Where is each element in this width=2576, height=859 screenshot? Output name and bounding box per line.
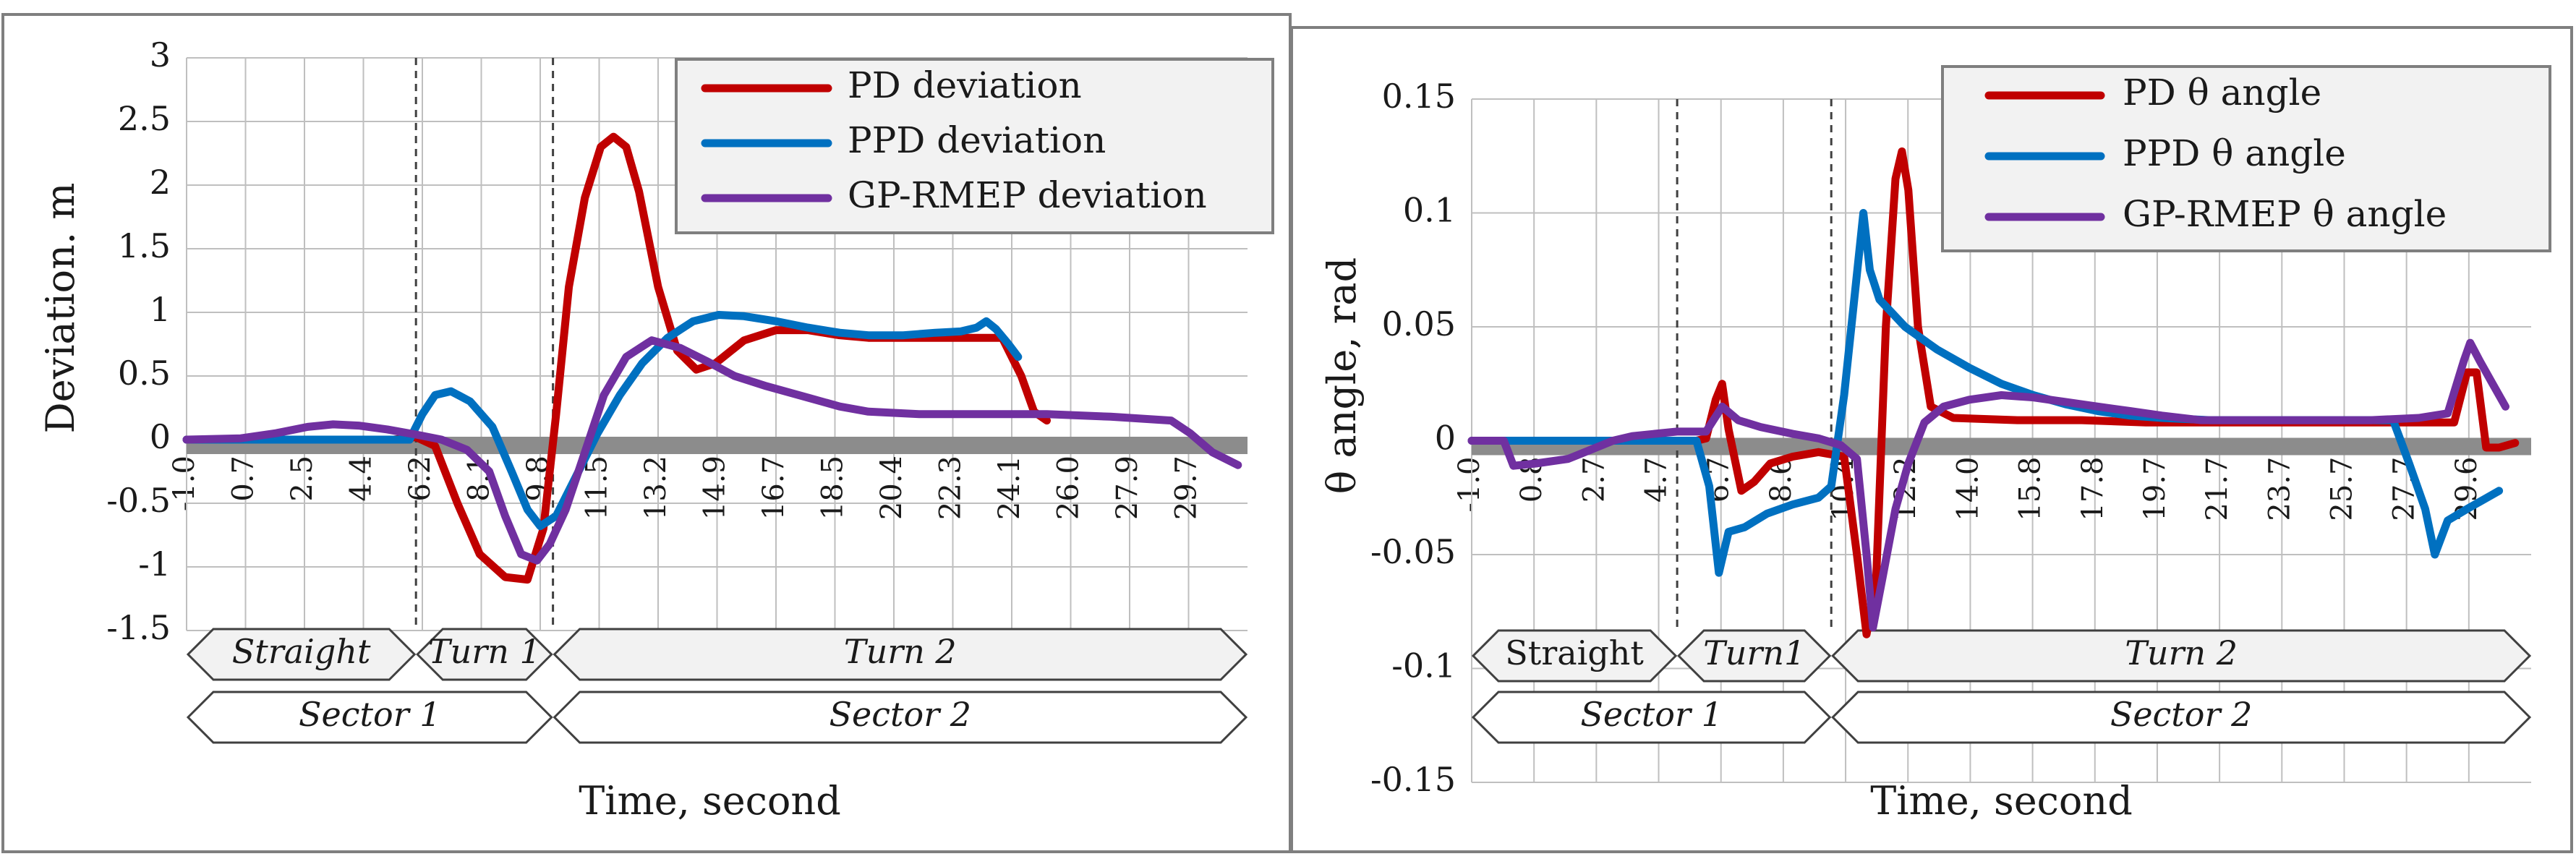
y-tick-label: -0.1 <box>1391 646 1456 685</box>
x-tick-label: -1.0 <box>1453 457 1486 513</box>
x-tick-label: -1.0 <box>168 456 201 511</box>
sector-chevron <box>1471 691 1832 744</box>
y-tick-label: -1 <box>138 544 171 584</box>
series-line <box>182 311 1023 531</box>
x-axis-title: Time, second <box>579 778 841 824</box>
y-tick-label: 0 <box>150 417 171 456</box>
phase-chevron <box>1471 629 1678 683</box>
x-tick-label: 26.0 <box>1052 456 1086 520</box>
y-tick-label: 1 <box>150 290 171 329</box>
series-line <box>1467 338 2509 632</box>
y-tick-label: -0.15 <box>1370 760 1456 799</box>
phase-label: Turn 2 <box>844 632 957 671</box>
x-tick-label: 21.7 <box>2201 457 2234 521</box>
y-tick-label: 0 <box>1435 419 1456 458</box>
x-tick-label: 14.9 <box>699 456 732 520</box>
phase-label: Turn1 <box>1703 633 1805 672</box>
x-tick-label: 11.5 <box>581 456 614 520</box>
legend-label: PD θ angle <box>2123 72 2321 114</box>
x-tick-label: 22.3 <box>934 456 968 520</box>
sector-label: Sector 1 <box>299 695 441 734</box>
y-axis-title: Deviation. m <box>38 182 83 433</box>
x-tick-label: 4.4 <box>345 456 378 502</box>
sector-chevron <box>1831 691 2532 744</box>
y-tick-label: 2.5 <box>118 99 171 138</box>
sector-label: Sector 2 <box>2110 695 2253 734</box>
phase-chevron <box>186 628 417 681</box>
x-tick-label: 20.4 <box>875 456 908 520</box>
legend-label: PPD θ angle <box>2123 132 2346 174</box>
phase-chevron <box>1831 629 2532 683</box>
legend-label: PPD deviation <box>848 119 1106 161</box>
x-tick-label: 2.5 <box>286 456 319 502</box>
y-tick-label: 0.15 <box>1382 77 1456 116</box>
x-tick-label: 25.7 <box>2325 457 2358 521</box>
x-tick-label: 13.2 <box>639 456 673 520</box>
series-line <box>182 336 1242 565</box>
phase-label: Straight <box>1505 633 1644 672</box>
sector-label: Sector 2 <box>829 695 972 734</box>
x-tick-label: 0.7 <box>227 456 260 502</box>
series-line <box>1467 147 2520 638</box>
legend-label: PD deviation <box>848 64 1082 106</box>
y-tick-label: -0.5 <box>106 481 171 520</box>
x-tick-label: 6.2 <box>404 456 437 502</box>
y-tick-label: 0.5 <box>118 354 171 393</box>
x-tick-label: 17.8 <box>2076 457 2110 521</box>
x-tick-label: 2.7 <box>1577 457 1611 503</box>
x-tick-label: 23.7 <box>2263 457 2296 521</box>
x-tick-label: 29.7 <box>1170 456 1203 520</box>
y-axis-title: θ angle, rad <box>1319 257 1365 494</box>
phase-chevron <box>416 628 553 681</box>
x-axis-title: Time, second <box>1870 778 2133 824</box>
y-tick-label: -1.5 <box>106 608 171 647</box>
x-tick-label: 19.7 <box>2138 457 2172 521</box>
y-tick-label: 0.05 <box>1382 304 1456 343</box>
x-tick-label: 16.7 <box>757 456 790 520</box>
y-tick-label: 3 <box>150 35 171 74</box>
phase-chevron <box>553 628 1248 681</box>
series-line <box>182 132 1051 584</box>
y-tick-label: 1.5 <box>118 226 171 265</box>
x-tick-label: 14.0 <box>1951 457 1984 521</box>
legend-label: GP-RMEP θ angle <box>2123 193 2447 235</box>
y-tick-label: 0.1 <box>1403 191 1456 230</box>
sector-chevron <box>186 691 553 744</box>
deviation-chart: 32.521.510.50-0.5-1-1.5-1.0 0.7 2.5 4.4 6.2 8… <box>38 35 1274 824</box>
sector-label: Sector 1 <box>1580 695 1723 734</box>
phase-label: Straight <box>232 632 371 671</box>
sector-chevron <box>553 691 1248 744</box>
y-tick-label: -0.05 <box>1370 532 1456 571</box>
x-tick-label: 4.7 <box>1640 457 1673 503</box>
phase-label: Turn 2 <box>2125 633 2238 672</box>
series-line <box>1467 209 2504 577</box>
legend-label: GP-RMEP deviation <box>848 174 1207 216</box>
x-tick-label: 27.9 <box>1111 456 1144 520</box>
x-tick-label: 18.5 <box>816 456 850 520</box>
x-tick-label: 24.1 <box>993 456 1026 520</box>
phase-label: Turn 1 <box>428 632 541 671</box>
phase-chevron <box>1676 629 1832 683</box>
y-tick-label: 2 <box>150 163 171 202</box>
theta-angle-chart: 0.150.10.050-0.05-0.1-0.15-1.0 0.8 2.7 4.7 6… <box>1319 65 2551 824</box>
x-tick-label: 15.8 <box>2014 457 2047 521</box>
